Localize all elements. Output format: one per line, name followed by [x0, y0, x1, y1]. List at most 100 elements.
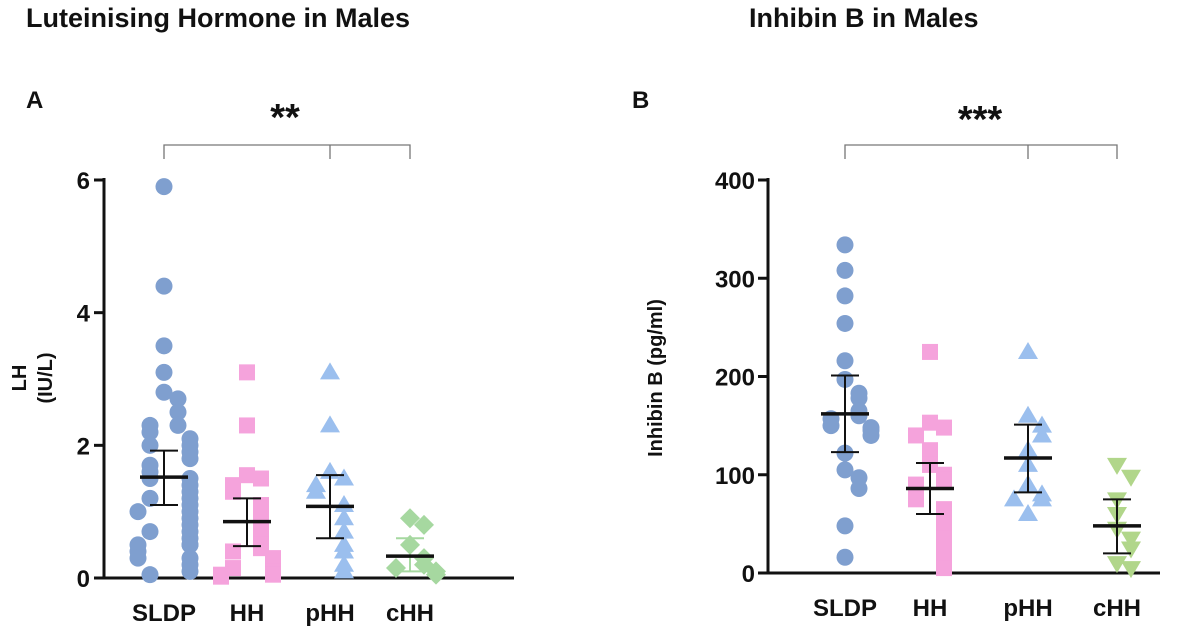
panel-a-point-phh [334, 508, 354, 526]
panel-b-chart: Inhibin B in Males B *** Inhibin B (pg/m… [632, 3, 1160, 622]
panel-b-point-sldp [836, 548, 854, 566]
panel-b-ylabel: Inhibin B (pg/ml) [645, 299, 667, 457]
panel-a-category-label-hh: HH [230, 600, 265, 627]
panel-a-point-chh [400, 508, 420, 529]
panel-b-point-sldp [836, 236, 854, 254]
panel-a-point-sldp [181, 450, 199, 468]
panel-a-point-sldp [181, 536, 199, 554]
panel-b-ytick-label: 400 [715, 168, 755, 195]
panel-b-point-sldp [836, 461, 854, 479]
panel-b-point-hh [922, 442, 938, 459]
panel-b-point-sldp [850, 407, 868, 425]
panel-a-point-phh [334, 561, 354, 579]
panel-a-ylabel-line1: LH [9, 365, 31, 392]
panel-a-point-hh [253, 470, 269, 487]
panel-a-point-sldp [129, 549, 147, 567]
panel-b-ytick-label: 200 [715, 365, 755, 392]
panel-a-point-hh [253, 523, 269, 540]
panel-b-point-hh [936, 471, 952, 488]
panel-b-point-hh [922, 414, 938, 431]
panel-a-point-chh [414, 514, 434, 535]
panel-a-point-sldp [141, 566, 159, 584]
panel-b-point-chh [1121, 531, 1141, 549]
panel-a-point-sldp [141, 436, 159, 454]
panel-b-point-hh [936, 560, 952, 577]
panel-a-ytick-label: 6 [77, 168, 90, 195]
panel-b-point-sldp [836, 261, 854, 279]
panel-b-point-sldp [850, 480, 868, 498]
panel-a-ytick-label: 0 [77, 566, 90, 593]
panel-b-point-phh [1018, 341, 1038, 359]
panel-a-point-sldp [141, 423, 159, 441]
panel-b-title: Inhibin B in Males [749, 3, 979, 33]
panel-a-point-hh [239, 417, 255, 434]
panel-b-point-sldp [836, 352, 854, 370]
panel-b-significance-bracket [844, 144, 1118, 159]
panel-a-ylabel-line2: (IU/L) [35, 352, 57, 403]
panel-b-point-phh [1032, 425, 1052, 443]
panel-a-point-chh [386, 558, 406, 579]
panel-b-point-sldp [822, 417, 840, 435]
panel-b-point-chh [1121, 469, 1141, 487]
panel-a-point-hh [239, 467, 255, 484]
panel-a-point-phh [306, 481, 326, 499]
panel-a-point-chh [426, 564, 446, 585]
panel-b-point-chh [1121, 541, 1141, 559]
panel-b-point-hh [908, 427, 924, 444]
panel-a-significance: ** [270, 97, 300, 139]
panel-a-point-sldp [181, 562, 199, 580]
panel-b-category-label-hh: HH [913, 595, 948, 622]
panel-a-point-sldp [141, 523, 159, 541]
panel-a-point-phh [320, 415, 340, 433]
panel-b-ytick-label: 100 [715, 463, 755, 490]
panel-a-significance-bracket [163, 144, 411, 159]
panel-a-point-phh [334, 541, 354, 559]
panel-a-point-sldp [129, 503, 147, 521]
panel-b-point-chh [1107, 556, 1127, 574]
panel-a-point-sldp [169, 403, 187, 421]
panel-a-point-phh [334, 468, 354, 486]
panel-b-ytick-label: 0 [742, 561, 755, 588]
panel-b-label: B [632, 87, 649, 114]
panel-b-point-phh [1018, 504, 1038, 522]
panel-a-plot-area: 0 2 4 6 SLDP HH pHH cHH [77, 144, 514, 627]
panel-a-label: A [26, 87, 43, 114]
panel-b-significance: *** [958, 99, 1003, 141]
panel-a-point-hh [225, 483, 241, 500]
panel-b-point-phh [1018, 405, 1038, 423]
panel-a-point-sldp [169, 416, 187, 434]
panel-a-point-sldp [155, 383, 173, 401]
panel-b-point-chh [1107, 457, 1127, 475]
panel-b-category-label-sldp: SLDP [813, 595, 877, 622]
panel-a-category-label-chh: cHH [386, 600, 434, 627]
panel-b-point-phh [1004, 489, 1024, 507]
panel-a-ytick-label: 2 [77, 433, 90, 460]
panel-b-point-phh [1032, 489, 1052, 507]
panel-a-point-phh [320, 362, 340, 380]
panel-b-category-label-chh: cHH [1093, 595, 1141, 622]
panel-b-point-chh [1121, 561, 1141, 579]
panel-a-point-hh [225, 543, 241, 560]
panel-a-category-label-phh: pHH [305, 600, 354, 627]
panel-b-point-sldp [850, 389, 868, 407]
panel-a-point-phh [334, 521, 354, 539]
panel-b-ytick-label: 300 [715, 266, 755, 293]
panel-b-category-label-phh: pHH [1003, 595, 1052, 622]
panel-a-category-label-sldp: SLDP [132, 600, 196, 627]
panel-a-point-sldp [155, 337, 173, 355]
panel-a-point-sldp [141, 489, 159, 507]
panel-a-point-hh [265, 566, 281, 583]
panel-b-point-hh [922, 343, 938, 360]
panel-a-point-hh [239, 364, 255, 381]
panel-a-point-sldp [155, 277, 173, 295]
panel-a-point-sldp [155, 178, 173, 196]
panel-b-point-sldp [862, 426, 880, 444]
panel-a-point-hh [253, 503, 269, 520]
panel-b-point-sldp [836, 287, 854, 305]
panel-b-point-hh [936, 419, 952, 436]
panel-a-point-sldp [155, 363, 173, 381]
panel-a-chart: Luteinising Hormone in Males A ** LH (IU… [9, 3, 514, 627]
panel-a-title: Luteinising Hormone in Males [26, 3, 410, 33]
panel-b-point-hh [908, 491, 924, 508]
